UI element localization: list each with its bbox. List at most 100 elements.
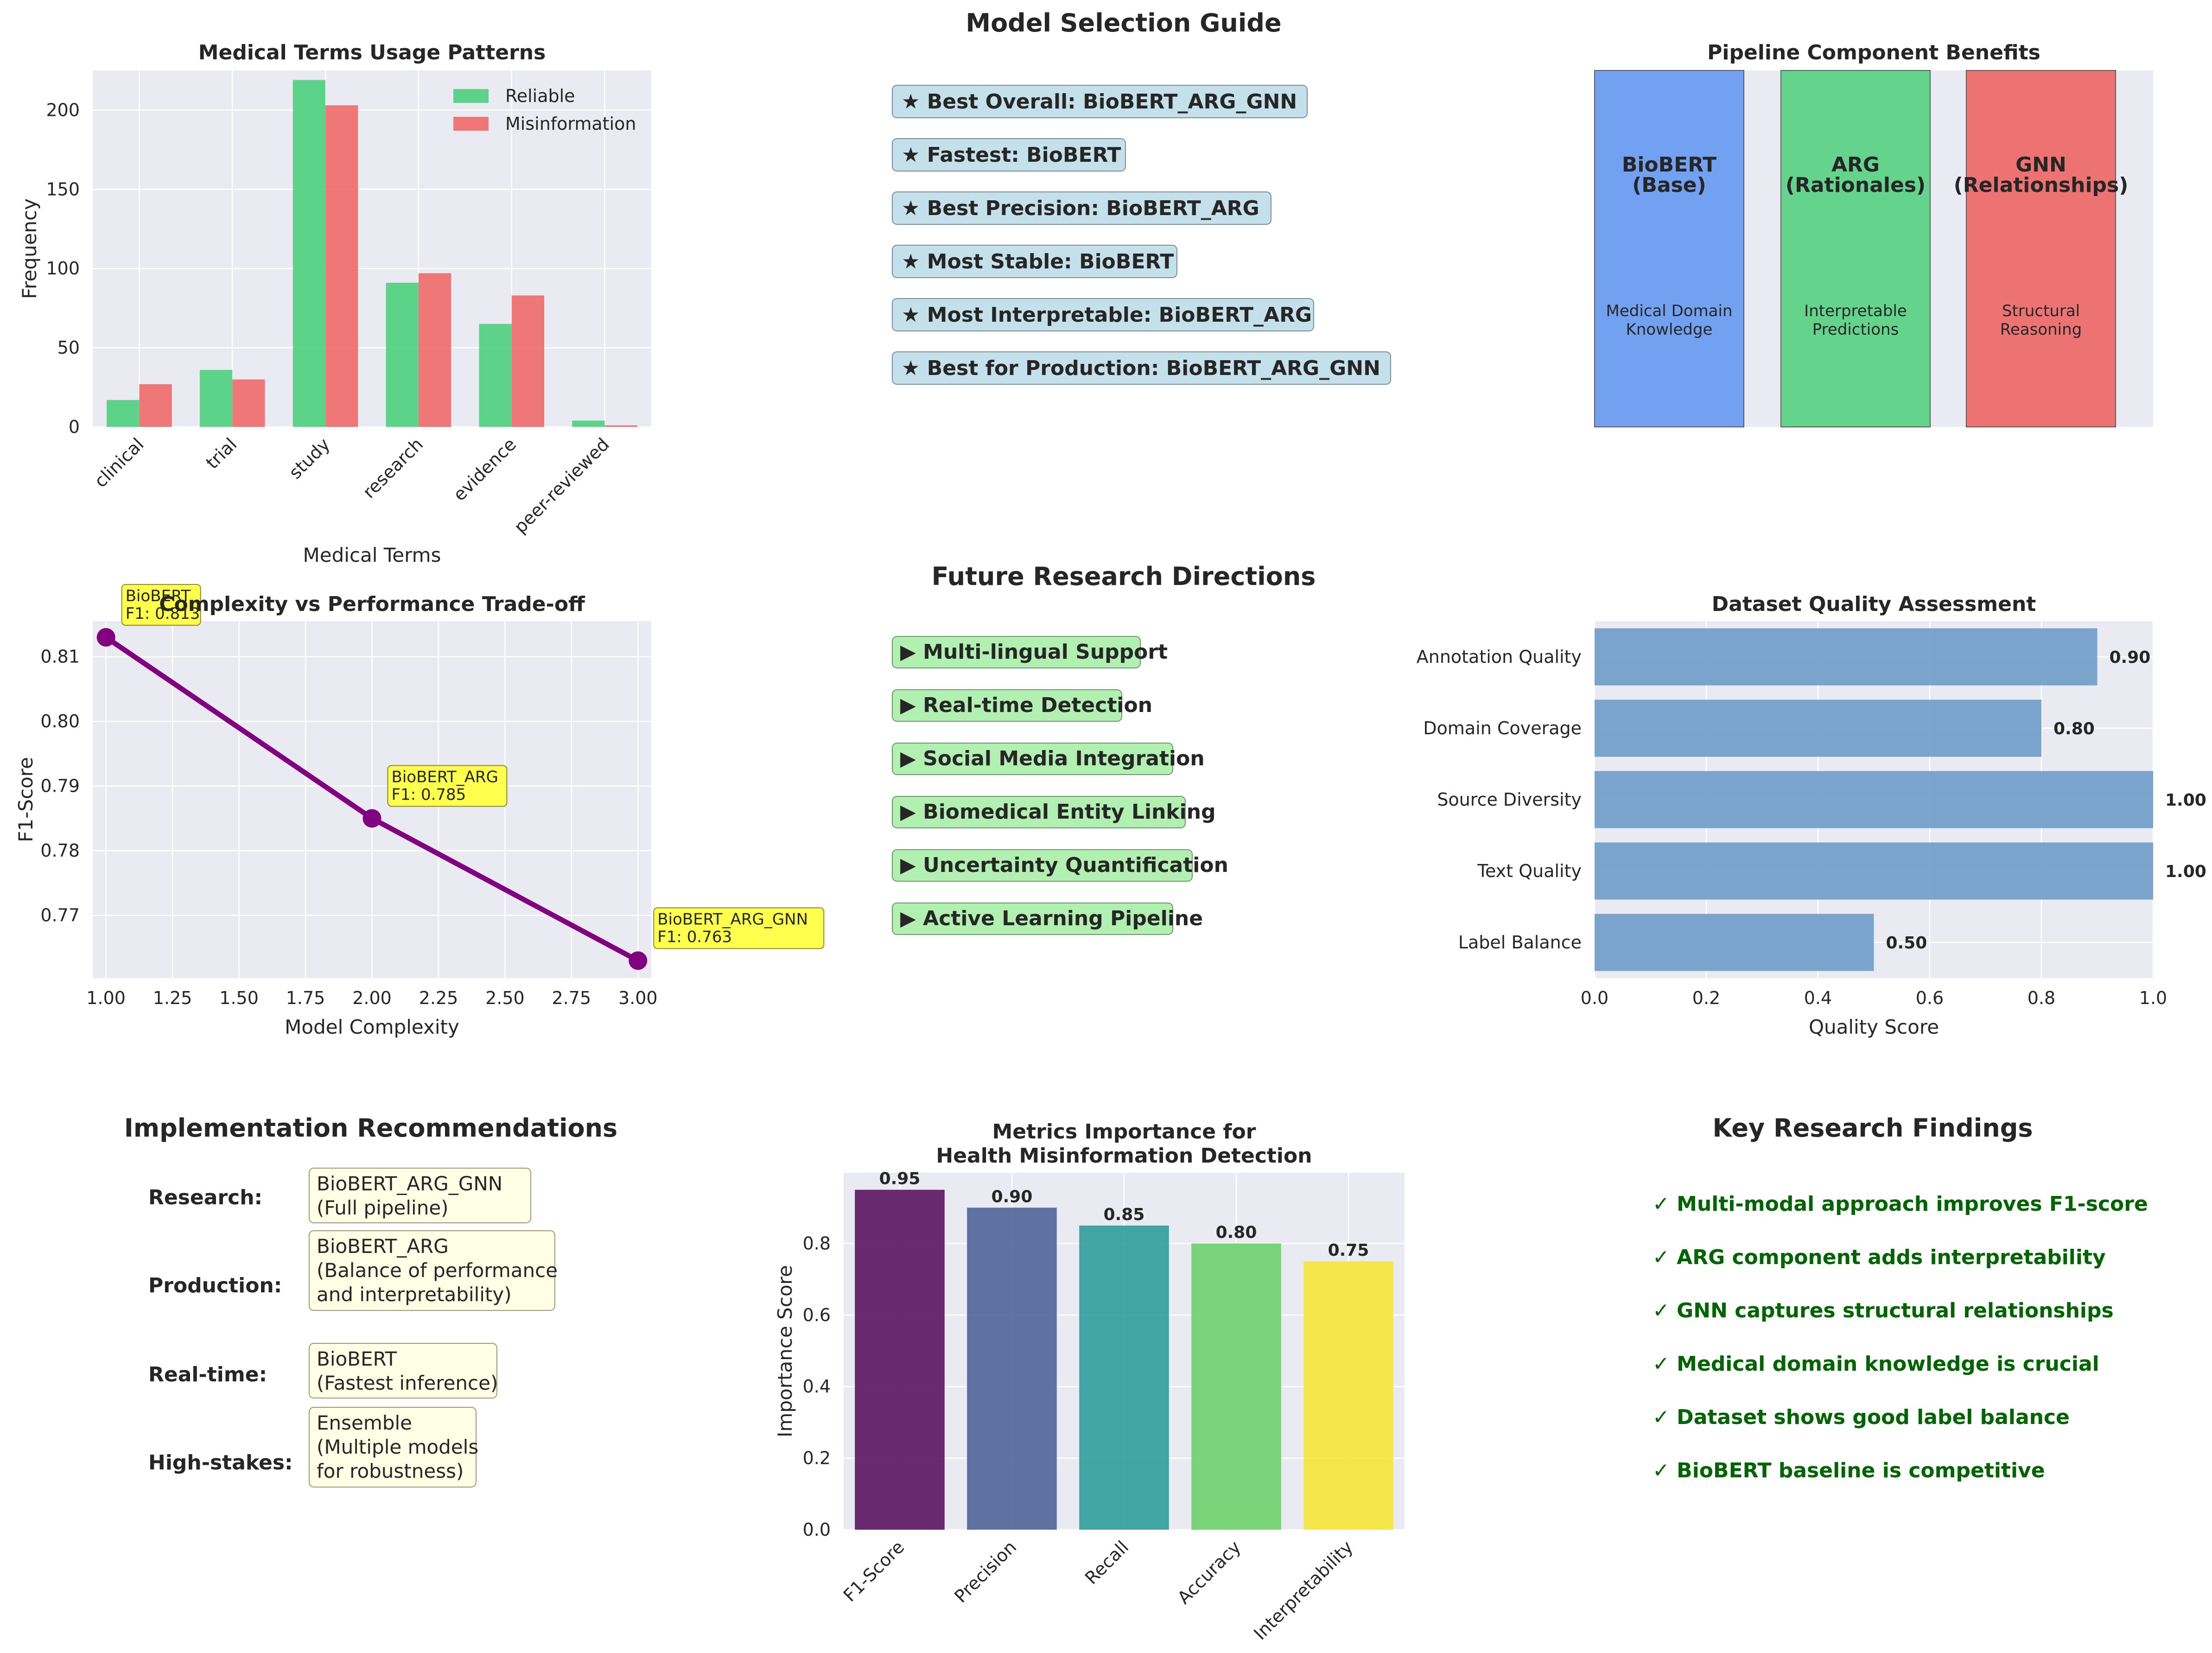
- x-tick-label: peer-reviewed: [510, 434, 613, 537]
- data-point: [629, 951, 648, 970]
- chart-title: Dataset Quality Assessment: [1712, 592, 2036, 616]
- component-benefit: Interpretable Predictions: [1804, 302, 1907, 339]
- quality-bar: [1595, 628, 2098, 686]
- recommendation-value: BioBERT_ARG_GNN (Full pipeline): [317, 1172, 502, 1219]
- quality-bar: [1595, 842, 2153, 900]
- legend-label: Misinformation: [505, 114, 636, 134]
- y-tick-label: 0.78: [40, 840, 80, 861]
- component-name: ARG (Rationales): [1786, 153, 1926, 197]
- x-tick-label: 2.50: [485, 988, 525, 1008]
- selection-box: [892, 85, 1308, 118]
- selection-item: ★ Best Precision: BioBERT_ARG: [902, 197, 1259, 220]
- x-tick-label: 1.25: [153, 988, 192, 1008]
- component-name: GNN (Relationships): [1954, 153, 2129, 197]
- selection-item: ★ Most Stable: BioBERT: [902, 250, 1174, 273]
- chart-title: Key Research Findings: [1712, 1113, 2033, 1143]
- x-tick-label: trial: [202, 434, 241, 473]
- x-tick-label: research: [359, 434, 427, 502]
- bar-misinformation: [139, 384, 172, 427]
- selection-box: [892, 245, 1177, 278]
- value-label: 0.50: [1886, 934, 1927, 953]
- chart-title: Future Research Directions: [932, 562, 1316, 591]
- y-tick-label: 0: [69, 417, 80, 437]
- x-tick-label: Interpretability: [1250, 1537, 1357, 1644]
- recommendation-box: [309, 1230, 555, 1311]
- y-tick-label: 0.77: [40, 905, 80, 926]
- point-annotation: BioBERT F1: 0.813: [126, 587, 200, 623]
- bar-misinformation: [511, 295, 545, 427]
- y-tick-label: 50: [57, 337, 80, 358]
- value-label: 0.80: [2053, 719, 2095, 738]
- recommendation-value: BioBERT (Fastest inference): [317, 1348, 498, 1394]
- direction-item: ▶ Active Learning Pipeline: [900, 907, 1203, 930]
- quality-bar: [1595, 914, 1874, 971]
- y-tick-label: 100: [46, 258, 80, 279]
- direction-item: ▶ Real-time Detection: [900, 693, 1152, 717]
- component-bar: [1594, 70, 1744, 427]
- component-bar: [1966, 70, 2116, 427]
- value-label: 0.95: [879, 1170, 921, 1189]
- value-label: 1.00: [2165, 791, 2206, 810]
- chart-title: Implementation Recommendations: [124, 1113, 617, 1143]
- x-tick-label: 2.25: [419, 988, 458, 1008]
- finding-item: ✓ Dataset shows good label balance: [1653, 1405, 2070, 1429]
- bar-reliable: [386, 282, 419, 427]
- bar-misinformation: [418, 273, 451, 427]
- value-label: 0.75: [1328, 1241, 1369, 1260]
- metric-bar: [1191, 1243, 1281, 1530]
- recommendation-box: [309, 1168, 531, 1223]
- x-axis-label: Medical Terms: [303, 544, 441, 566]
- recommendation-value: Ensemble (Multiple models for robustness): [317, 1411, 478, 1482]
- y-tick-label: Source Diversity: [1437, 789, 1582, 810]
- legend-label: Reliable: [505, 86, 575, 106]
- x-tick-label: 0.0: [1581, 988, 1608, 1008]
- finding-item: ✓ ARG component adds interpretability: [1653, 1246, 2106, 1269]
- x-tick-label: 1.75: [286, 988, 325, 1008]
- x-axis-label: Quality Score: [1809, 1016, 1939, 1038]
- legend-swatch: [453, 117, 489, 131]
- data-point: [362, 809, 381, 828]
- chart-title: Medical Terms Usage Patterns: [198, 41, 546, 64]
- direction-item: ▶ Social Media Integration: [900, 747, 1205, 770]
- value-label: 0.80: [1216, 1223, 1257, 1242]
- x-tick-label: F1-Score: [839, 1537, 909, 1606]
- selection-item: ★ Fastest: BioBERT: [902, 143, 1121, 167]
- direction-box: [892, 636, 1141, 668]
- finding-item: ✓ Multi-modal approach improves F1-score: [1653, 1192, 2148, 1216]
- direction-box: [892, 796, 1186, 828]
- value-label: 1.00: [2165, 862, 2206, 881]
- direction-box: [892, 743, 1173, 775]
- y-tick-label: Text Quality: [1477, 861, 1582, 881]
- x-tick-label: study: [285, 434, 334, 483]
- bar-misinformation: [604, 425, 637, 427]
- axes-background: [93, 70, 651, 427]
- direction-box: [892, 689, 1122, 722]
- selection-box: [892, 351, 1391, 385]
- selection-box: [892, 191, 1271, 225]
- value-label: 0.90: [992, 1187, 1033, 1206]
- direction-item: ▶ Uncertainty Quantification: [900, 853, 1228, 877]
- selection-box: [892, 298, 1314, 331]
- component-benefit: Structural Reasoning: [2000, 302, 2082, 339]
- selection-box: [892, 138, 1126, 172]
- y-tick-label: 200: [46, 100, 80, 120]
- y-tick-label: 0.8: [803, 1233, 831, 1253]
- x-tick-label: 0.6: [1916, 988, 1944, 1008]
- recommendation-label: Real-time:: [148, 1363, 267, 1386]
- point-annotation: BioBERT_ARG_GNN F1: 0.763: [657, 910, 808, 946]
- x-tick-label: 0.8: [2028, 988, 2055, 1008]
- y-tick-label: 150: [46, 179, 80, 199]
- y-tick-label: 0.2: [803, 1448, 831, 1469]
- direction-item: ▶ Multi-lingual Support: [900, 640, 1168, 664]
- y-tick-label: 0.0: [803, 1519, 831, 1540]
- chart-title: Model Selection Guide: [966, 8, 1281, 38]
- legend-swatch: [453, 89, 489, 103]
- metric-bar: [967, 1208, 1057, 1530]
- y-axis-label: F1-Score: [14, 757, 37, 842]
- x-tick-label: 2.75: [552, 988, 591, 1008]
- finding-item: ✓ Medical domain knowledge is crucial: [1653, 1352, 2099, 1376]
- bar-reliable: [479, 324, 512, 427]
- x-tick-label: 0.4: [1804, 988, 1832, 1008]
- direction-box: [892, 903, 1173, 935]
- x-tick-label: 2.00: [352, 988, 392, 1008]
